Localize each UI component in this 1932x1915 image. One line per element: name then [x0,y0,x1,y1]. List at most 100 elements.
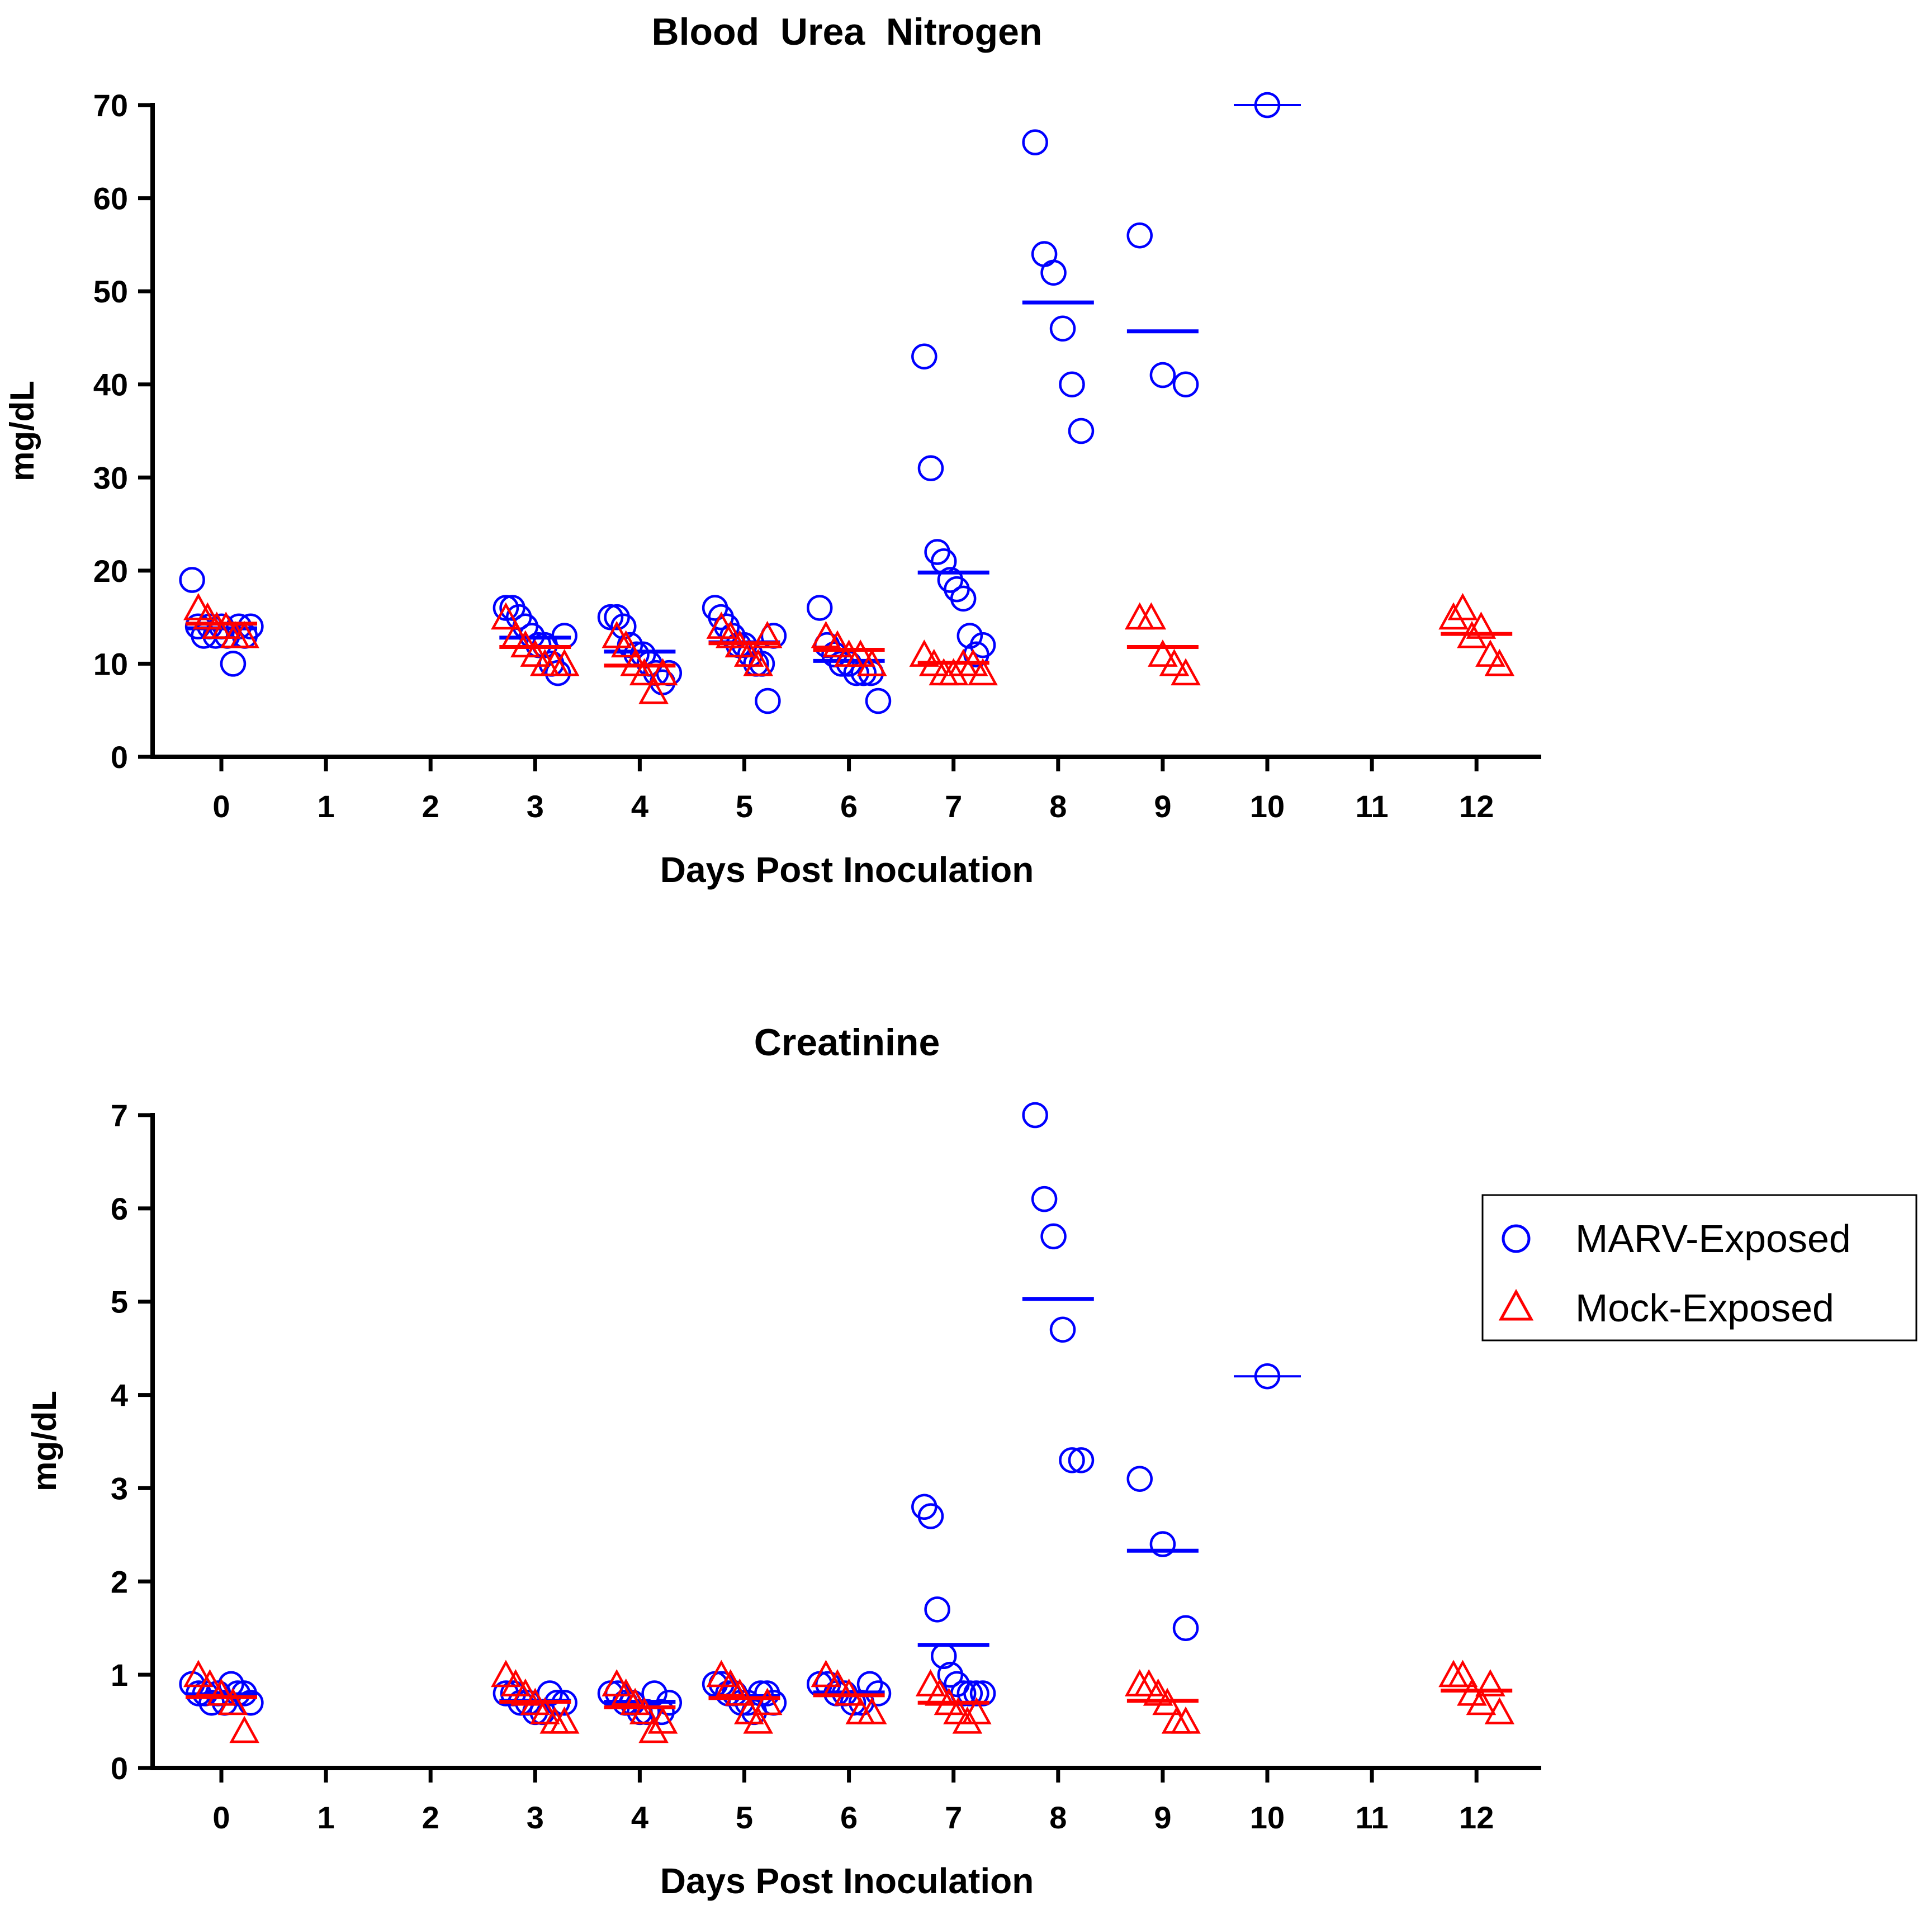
bun-mock-point [1148,639,1178,667]
creatinine-y-tick-label: 7 [111,1098,128,1133]
bun-y-tick-label: 0 [111,740,128,775]
creatinine-x-tick-label: 5 [736,1800,753,1835]
creatinine-marv-point [1031,1186,1058,1212]
creatinine-marv-point [969,1680,996,1707]
creatinine-y-tick-label: 2 [111,1564,128,1599]
creatinine-mock-point [1484,1697,1515,1724]
creatinine-x-tick-label: 6 [840,1800,858,1835]
bun-marv-point [865,688,892,714]
bun-mock-point [743,648,774,676]
creatinine-chart: Creatinine mg/dL Days Post Inoculation 0… [26,1021,1541,1901]
creatinine-mock-point [1466,1688,1497,1715]
bun-marv-point [220,651,247,677]
bun-y-tick-label: 20 [93,553,128,589]
bun-marv-point [1049,315,1076,342]
bun-mock-point [549,648,580,676]
bun-x-tick-label: 12 [1459,789,1494,824]
bun-marv-point [806,595,833,621]
creatinine-x-tick-label: 9 [1154,1800,1171,1835]
bun-chart-title: Blood Urea Nitrogen [652,11,1043,53]
bun-mock-point [491,602,521,630]
creatinine-marv-point [963,1680,989,1707]
creatinine-x-tick-label: 7 [945,1800,962,1835]
bun-y-tick-label: 30 [93,460,128,495]
creatinine-mock-point [647,1706,678,1734]
bun-x-tick-label: 9 [1154,789,1171,824]
bun-mock-point [1159,648,1190,676]
bun-mock-point [610,630,641,658]
bun-y-tick-label: 60 [93,181,128,216]
bun-mock-point [510,630,541,658]
creatinine-x-tick-label: 11 [1355,1800,1388,1835]
bun-mock-point [1136,602,1167,630]
creatinine-x-tick-label: 3 [527,1800,544,1835]
bun-mock-point [602,620,632,648]
creatinine-x-tick-label: 4 [631,1800,648,1835]
creatinine-x-tick-label: 2 [422,1800,439,1835]
bun-y-tick-label: 10 [93,646,128,681]
creatinine-marv-point [641,1680,667,1707]
bun-mock-point [638,676,669,704]
bun-mock-point [938,658,969,686]
creatinine-mock-point [752,1688,783,1715]
creatinine-marv-point [1040,1223,1067,1250]
bun-marv-point [956,623,983,649]
creatinine-marv-point [1149,1531,1176,1557]
creatinine-mock-point [1134,1669,1164,1696]
creatinine-mock-point [1124,1669,1155,1696]
bun-x-tick-label: 7 [945,789,962,824]
creatinine-mock-point [856,1697,887,1724]
legend: MARV-Exposed Mock-Exposed [1481,1194,1917,1342]
creatinine-mock-point [1143,1678,1173,1706]
creatinine-mock-point [602,1669,632,1696]
bun-marv-point [828,651,855,677]
bun-mock-point [752,620,783,648]
creatinine-mock-point [1447,1660,1478,1688]
bun-mock-point [733,639,764,667]
bun-mock-point [229,620,259,648]
creatinine-x-tick-label: 8 [1049,1800,1067,1835]
creatinine-mock-point [943,1697,973,1724]
creatinine-y-tick-label: 5 [111,1284,128,1320]
bun-mock-point [620,648,650,676]
bun-mock-point [1475,639,1505,667]
bun-y-tick-label: 50 [93,274,128,309]
creatinine-mock-point [638,1715,669,1743]
creatinine-y-tick-label: 1 [111,1657,128,1693]
creatinine-marv-point [924,1596,950,1623]
bun-marv-point [1031,241,1058,267]
bun-mock-point [1438,602,1469,630]
creatinine-mock-point [510,1678,541,1706]
bun-x-tick-label: 4 [631,789,648,824]
bun-mock-point [192,602,223,630]
bun-x-tick-label: 2 [422,789,439,824]
legend-marv-label: MARV-Exposed [1575,1217,1851,1260]
creatinine-marv-point [1059,1447,1085,1473]
bun-data-marks [179,92,1515,714]
creatinine-x-axis-label: Days Post Inoculation [660,1861,1034,1901]
creatinine-mock-point [743,1706,774,1734]
creatinine-mock-point [610,1678,641,1706]
creatinine-mock-point [549,1706,580,1734]
bun-marv-point [1040,259,1067,286]
bun-marv-point [1022,129,1048,155]
creatinine-mock-point [724,1678,755,1706]
bun-x-tick-label: 6 [840,789,858,824]
legend-box [1481,1194,1917,1342]
bun-x-tick-label: 0 [212,789,230,824]
creatinine-mock-point [715,1669,746,1696]
creatinine-data-marks [179,1102,1515,1743]
creatinine-marv-point [1022,1102,1048,1129]
creatinine-y-axis-label: mg/dL [26,1391,63,1491]
bun-marv-point [969,632,996,658]
creatinine-mock-point [206,1678,236,1706]
legend-marv-circle-icon [1502,1224,1531,1253]
creatinine-mock-point [500,1669,531,1696]
creatinine-mock-point [217,1688,248,1715]
bun-mock-point [715,620,746,648]
creatinine-y-tick-label: 6 [111,1191,128,1226]
bun-marv-point [1059,371,1085,397]
creatinine-mock-point [962,1697,992,1724]
creatinine-mock-point [629,1697,660,1724]
